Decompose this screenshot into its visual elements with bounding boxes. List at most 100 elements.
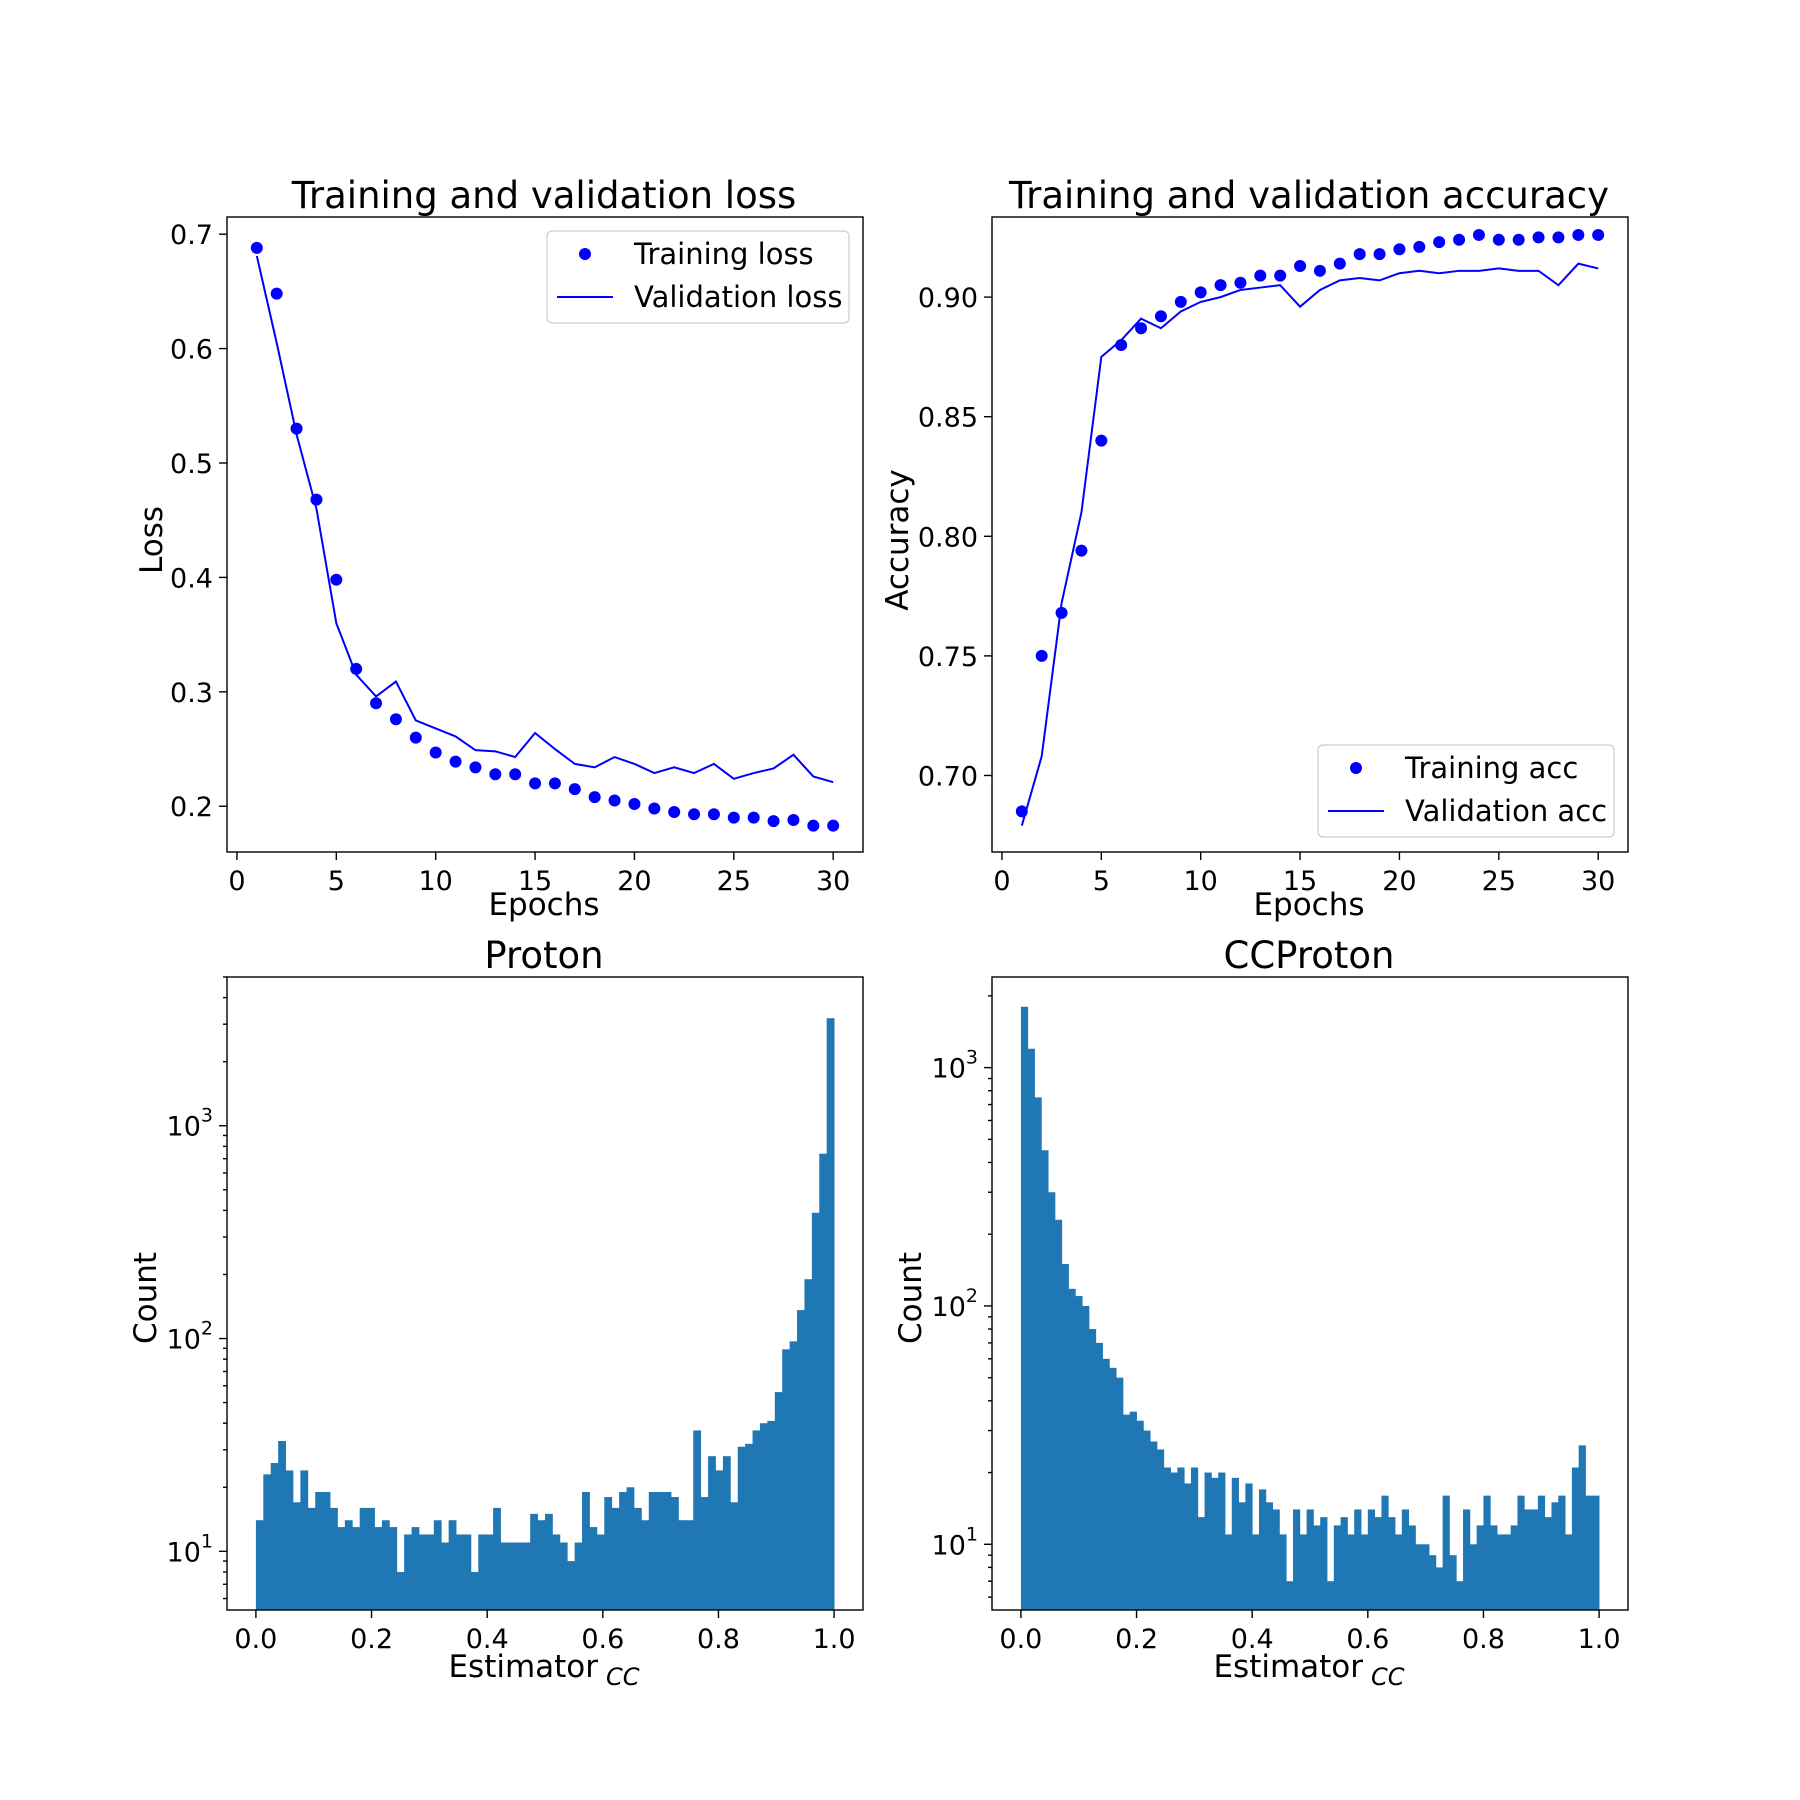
ccproton-histogram-bar: [1388, 1517, 1396, 1610]
proton-histogram-bar: [500, 1542, 509, 1610]
loss-chart-training-point: [270, 287, 283, 300]
loss-chart-title: Training and validation loss: [291, 174, 797, 217]
proton-histogram-bar: [359, 1507, 368, 1610]
ccproton-histogram-bar: [1395, 1534, 1403, 1610]
loss-chart-training-point: [648, 802, 661, 815]
proton-histogram-bar: [604, 1497, 613, 1610]
ccproton-histogram-xtick-label: 0.6: [1346, 1624, 1389, 1655]
loss-chart-training-point: [628, 797, 641, 810]
ccproton-histogram-bar: [1129, 1411, 1137, 1610]
ccproton-histogram-ytick-label: 101: [932, 1523, 978, 1561]
accuracy-chart-xtick-label: 30: [1581, 866, 1615, 897]
loss-chart-training-point: [389, 713, 402, 726]
ccproton-histogram-bar: [1048, 1192, 1056, 1610]
ccproton-histogram-bar: [1034, 1097, 1042, 1610]
proton-histogram-bar: [530, 1513, 538, 1610]
proton-histogram-title: Proton: [484, 934, 603, 977]
ccproton-histogram-bar: [1102, 1358, 1110, 1610]
accuracy-chart-training-point: [1274, 269, 1287, 282]
accuracy-chart-ytick-label: 0.75: [918, 642, 978, 673]
ccproton-histogram-bar: [1095, 1342, 1103, 1610]
ccproton-histogram-bar: [1218, 1472, 1226, 1610]
ccproton-histogram-bar: [1517, 1495, 1525, 1610]
proton-histogram-bar: [715, 1470, 724, 1610]
ccproton-histogram-bar: [1156, 1449, 1165, 1610]
ccproton-histogram-bar: [1381, 1495, 1389, 1610]
ccproton-histogram-bar: [1224, 1534, 1233, 1610]
proton-histogram-bar: [633, 1507, 642, 1610]
proton-histogram-bar: [315, 1492, 324, 1610]
accuracy-legend-label-training: Training acc: [1404, 751, 1578, 785]
ccproton-histogram-bar: [1483, 1495, 1491, 1610]
ccproton-histogram-bar: [1306, 1509, 1314, 1610]
loss-chart-training-point: [707, 808, 720, 821]
proton-histogram-bar: [404, 1534, 412, 1610]
ccproton-histogram-ylabel: Count: [893, 1252, 929, 1344]
ccproton-histogram-bar: [1435, 1567, 1444, 1610]
ccproton-histogram-bar: [1558, 1495, 1566, 1610]
proton-histogram-bar: [648, 1492, 657, 1610]
accuracy-chart-ytick-label: 0.90: [918, 283, 978, 314]
accuracy-chart-marks: [1015, 228, 1605, 826]
proton-histogram: Proton Estimator CC Count 0.0 0.2 0.4 0.6 0.8…: [128, 934, 864, 1691]
loss-chart-training-point: [469, 761, 482, 774]
ccproton-histogram-bar: [1279, 1534, 1287, 1610]
proton-histogram-bar: [619, 1492, 627, 1610]
ccproton-histogram-bar: [1109, 1367, 1117, 1610]
proton-histogram-bar: [352, 1527, 361, 1610]
accuracy-chart-ytick-label: 0.80: [918, 522, 978, 553]
proton-histogram-bar: [656, 1492, 665, 1610]
proton-histogram-bar: [819, 1153, 828, 1610]
loss-chart-xtick-label: 30: [816, 866, 850, 897]
loss-chart-training-point: [250, 241, 263, 254]
loss-chart-training-point: [449, 755, 462, 768]
proton-histogram-ytick-label: 101: [167, 1530, 213, 1568]
ccproton-histogram-bar: [1204, 1472, 1212, 1610]
loss-chart-marks: [250, 241, 840, 832]
proton-histogram-xtick-label: 0.4: [466, 1624, 509, 1655]
proton-histogram-bar: [396, 1571, 405, 1610]
accuracy-chart-ylabel: Accuracy: [880, 469, 916, 611]
ccproton-histogram-ytick-label: 103: [932, 1047, 978, 1085]
proton-histogram-bar: [367, 1507, 375, 1610]
ccproton-histogram-title: CCProton: [1224, 934, 1395, 977]
ccproton-histogram: CCProton Estimator CC Count 0.0 0.2 0.4 0.6 0…: [893, 934, 1629, 1691]
accuracy-chart-xtick-label: 0: [993, 866, 1010, 897]
ccproton-histogram-bar: [1354, 1509, 1362, 1610]
accuracy-chart-training-point: [1453, 233, 1466, 246]
proton-histogram-bar: [678, 1520, 687, 1610]
accuracy-chart-training-point: [1592, 228, 1605, 241]
ccproton-histogram-bar: [1116, 1377, 1124, 1610]
proton-histogram-bar: [671, 1497, 679, 1610]
ccproton-histogram-bar: [1292, 1509, 1301, 1610]
proton-histogram-bar: [596, 1534, 605, 1610]
ccproton-histogram-xlabel-sub: CC: [1371, 1663, 1405, 1691]
ccproton-histogram-bar: [1088, 1329, 1097, 1610]
ccproton-histogram-bar: [1245, 1483, 1253, 1610]
ccproton-histogram-bar: [1544, 1517, 1552, 1610]
proton-histogram-bar: [285, 1470, 294, 1610]
ccproton-histogram-bar: [1347, 1534, 1355, 1610]
proton-histogram-bar: [782, 1349, 791, 1610]
accuracy-chart-training-point: [1552, 231, 1565, 244]
ccproton-histogram-xtick-label: 0.8: [1462, 1624, 1505, 1655]
ccproton-histogram-bar: [1027, 1048, 1035, 1610]
ccproton-histogram-bar: [1367, 1509, 1376, 1610]
ccproton-histogram-bar: [1442, 1495, 1450, 1610]
ccproton-histogram-bar: [1578, 1445, 1586, 1610]
proton-histogram-bar: [559, 1542, 568, 1610]
loss-chart-xtick-label: 15: [518, 866, 552, 897]
loss-legend-label-training: Training loss: [633, 237, 814, 271]
ccproton-histogram-frame: [991, 976, 1629, 1611]
loss-chart-training-point: [568, 783, 581, 796]
ccproton-histogram-bar: [1456, 1581, 1464, 1610]
accuracy-chart-xtick-label: 20: [1382, 866, 1416, 897]
proton-histogram-bar: [322, 1492, 331, 1610]
ccproton-histogram-bar: [1163, 1467, 1171, 1610]
ccproton-histogram-bar: [1537, 1495, 1546, 1610]
proton-histogram-bar: [426, 1534, 435, 1610]
proton-histogram-bar: [567, 1561, 576, 1610]
ccproton-histogram-bar: [1327, 1581, 1335, 1610]
accuracy-chart-training-point: [1174, 295, 1187, 308]
